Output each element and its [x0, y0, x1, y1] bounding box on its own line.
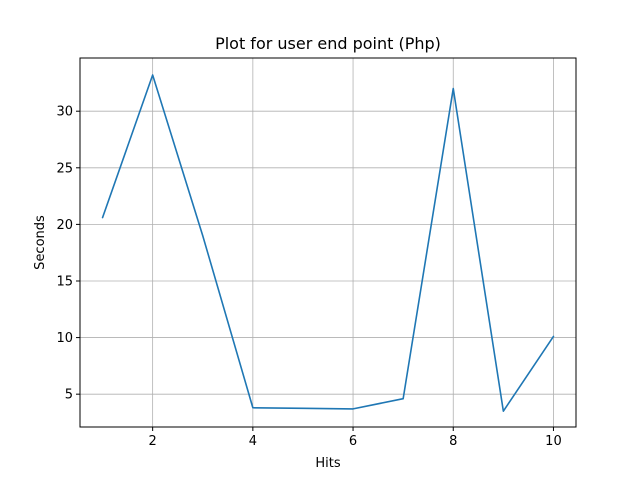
y-tick-label: 20: [56, 218, 73, 233]
y-tick-label: 30: [56, 105, 73, 120]
x-tick-label: 4: [249, 434, 257, 449]
series-layer: [101, 74, 555, 412]
y-tick-label: 5: [65, 388, 73, 403]
chart-title: Plot for user end point (Php): [215, 34, 441, 53]
y-tick-label: 10: [56, 331, 73, 346]
axis-ticks: 2 4 6 8 10 5 10 15 20 25 30: [56, 105, 561, 449]
series-line: [101, 74, 555, 412]
grid-lines: [80, 58, 576, 427]
x-axis-label: Hits: [315, 456, 340, 471]
x-tick-label: 10: [545, 434, 562, 449]
x-tick-label: 6: [349, 434, 357, 449]
x-tick-label: 2: [149, 434, 157, 449]
y-tick-label: 25: [56, 161, 73, 176]
y-tick-label: 15: [56, 274, 73, 289]
plot-area-frame: [79, 57, 577, 428]
y-axis-label: Seconds: [33, 215, 48, 270]
x-tick-label: 8: [449, 434, 457, 449]
